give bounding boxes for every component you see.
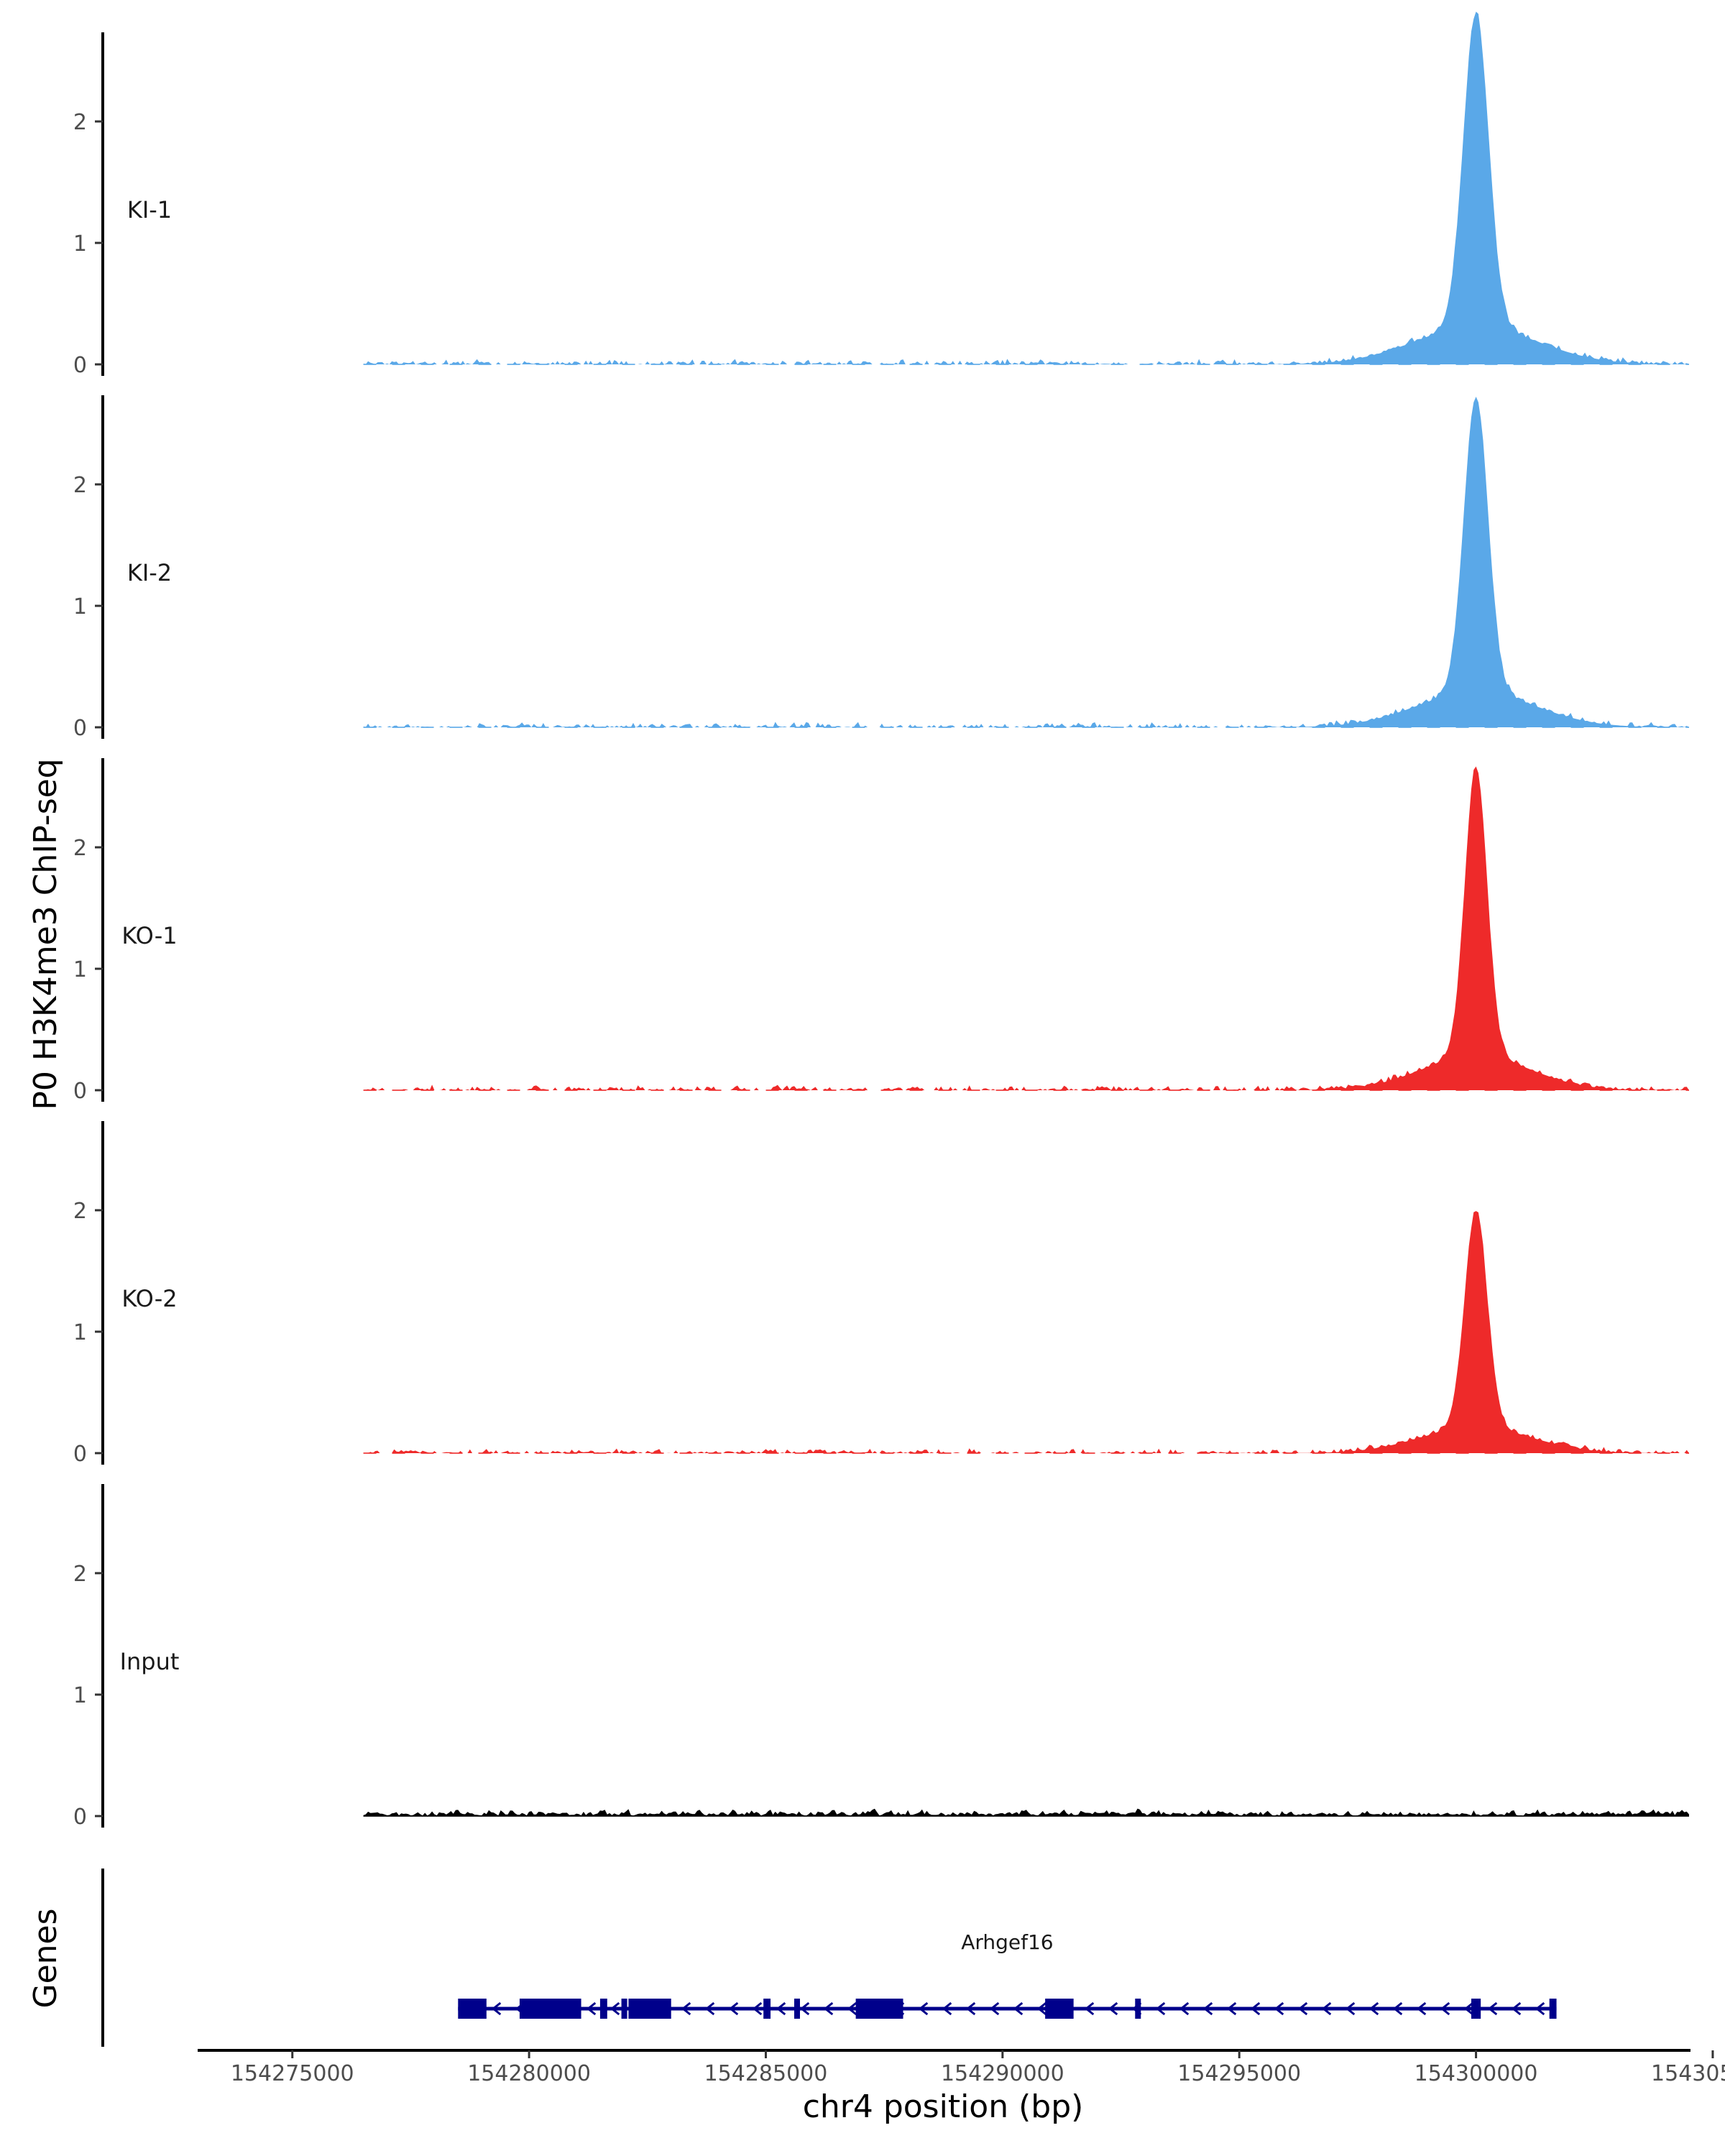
strand-arrow bbox=[799, 2001, 810, 2016]
y-tick-label: 0 bbox=[73, 353, 87, 378]
x-tick-label: 154280000 bbox=[467, 2061, 591, 2086]
strand-arrow bbox=[1013, 2001, 1024, 2016]
signal-area-ko-2 bbox=[363, 1211, 1690, 1453]
strand-arrow bbox=[1297, 2001, 1308, 2016]
strand-arrow bbox=[1036, 2001, 1047, 2016]
track-panel-ko-1: 0 1 2 KO-1 bbox=[73, 758, 1690, 1104]
gene-exon bbox=[519, 1999, 581, 2019]
y-tick-label: 2 bbox=[73, 1562, 87, 1587]
gene-exon bbox=[855, 1999, 903, 2019]
track-label: KO-2 bbox=[121, 1285, 177, 1312]
strand-arrow bbox=[1155, 2001, 1166, 2016]
strand-arrow bbox=[728, 2001, 739, 2016]
tracks-layer: 0 1 2 KI-1 0 1 2 KI-2 0 1 2 KO-1 0 1 2 KO-2 0 1 2 Input bbox=[73, 11, 1690, 1830]
strand-arrow bbox=[1392, 2001, 1403, 2016]
strand-arrow bbox=[1368, 2001, 1379, 2016]
signal-area-ki-2 bbox=[363, 397, 1690, 727]
strand-arrow bbox=[1487, 2001, 1498, 2016]
track-label: Input bbox=[120, 1648, 180, 1675]
gene-exon bbox=[794, 1999, 800, 2019]
gene-exon bbox=[1471, 1999, 1481, 2019]
gene-exon bbox=[621, 1999, 627, 2019]
strand-arrow bbox=[989, 2001, 1000, 2016]
gene-exon bbox=[1045, 1999, 1074, 2019]
gene-exon bbox=[1135, 1999, 1141, 2019]
strand-arrow bbox=[1202, 2001, 1213, 2016]
signal-area-ki-1 bbox=[363, 11, 1690, 364]
strand-arrow bbox=[681, 2001, 691, 2016]
y-tick-label: 1 bbox=[73, 957, 87, 982]
y-tick-label: 1 bbox=[73, 1320, 87, 1345]
strand-arrow bbox=[965, 2001, 976, 2016]
gene-exon bbox=[763, 1999, 771, 2019]
gene-exon bbox=[1549, 1999, 1557, 2019]
strand-arrow bbox=[1416, 2001, 1427, 2016]
strand-arrow bbox=[1463, 2001, 1474, 2016]
y-tick-label: 0 bbox=[73, 1442, 87, 1467]
gene-name-label: Arhgef16 bbox=[961, 1930, 1053, 1954]
strand-arrow bbox=[1511, 2001, 1522, 2016]
track-panel-input: 0 1 2 Input bbox=[73, 1484, 1690, 1830]
strand-arrow bbox=[918, 2001, 929, 2016]
strand-arrow bbox=[823, 2001, 834, 2016]
genes-panel: Arhgef16 bbox=[101, 1869, 1557, 2047]
x-axis-title: chr4 position (bp) bbox=[803, 2088, 1084, 2125]
genes-panel-title: Genes bbox=[27, 1908, 64, 2008]
strand-arrow bbox=[610, 2001, 620, 2016]
y-tick-label: 0 bbox=[73, 1079, 87, 1104]
y-axis-title: P0 H3K4me3 ChIP-seq bbox=[27, 758, 64, 1110]
signal-area-input bbox=[363, 1808, 1690, 1816]
y-tick-label: 2 bbox=[73, 836, 87, 861]
x-tick-label: 154295000 bbox=[1177, 2061, 1301, 2086]
strand-arrow bbox=[942, 2001, 952, 2016]
x-tick-label: 154275000 bbox=[231, 2061, 354, 2086]
strand-arrow bbox=[1108, 2001, 1118, 2016]
y-tick-label: 0 bbox=[73, 716, 87, 741]
y-tick-label: 2 bbox=[73, 1199, 87, 1224]
gene-exon bbox=[628, 1999, 671, 2019]
strand-arrow bbox=[752, 2001, 763, 2016]
gene-model-arhgef16: Arhgef16 bbox=[458, 1930, 1557, 2019]
strand-arrow bbox=[1440, 2001, 1450, 2016]
x-tick-label: 154305000 bbox=[1651, 2061, 1725, 2086]
strand-arrow bbox=[1535, 2001, 1545, 2016]
strand-arrow bbox=[776, 2001, 786, 2016]
strand-arrow bbox=[491, 2001, 502, 2016]
signal-area-ko-1 bbox=[363, 766, 1690, 1090]
track-panel-ki-2: 0 1 2 KI-2 bbox=[73, 395, 1690, 741]
y-tick-label: 1 bbox=[73, 231, 87, 257]
track-panel-ko-2: 0 1 2 KO-2 bbox=[73, 1121, 1690, 1467]
strand-arrow bbox=[586, 2001, 597, 2016]
strand-arrow bbox=[1179, 2001, 1190, 2016]
x-tick-label: 154285000 bbox=[704, 2061, 828, 2086]
strand-arrow bbox=[847, 2001, 857, 2016]
y-tick-label: 2 bbox=[73, 473, 87, 498]
x-axis: 154275000 154280000 154285000 154290000 1542… bbox=[198, 2049, 1725, 2086]
gene-exon bbox=[458, 1999, 487, 2019]
x-tick-label: 154290000 bbox=[941, 2061, 1064, 2086]
y-tick-label: 0 bbox=[73, 1805, 87, 1830]
y-tick-label: 1 bbox=[73, 594, 87, 619]
strand-arrow bbox=[704, 2001, 715, 2016]
strand-arrow bbox=[1321, 2001, 1332, 2016]
gene-exon bbox=[599, 1999, 607, 2019]
track-label: KI-2 bbox=[127, 559, 172, 586]
x-tick-label: 154300000 bbox=[1414, 2061, 1538, 2086]
strand-arrow bbox=[1250, 2001, 1261, 2016]
strand-arrow bbox=[1226, 2001, 1237, 2016]
track-label: KO-1 bbox=[121, 922, 177, 949]
y-tick-label: 1 bbox=[73, 1683, 87, 1708]
track-label: KI-1 bbox=[127, 196, 172, 224]
strand-arrow bbox=[1084, 2001, 1095, 2016]
strand-arrow bbox=[1345, 2001, 1356, 2016]
y-tick-label: 2 bbox=[73, 110, 87, 135]
track-panel-ki-1: 0 1 2 KI-1 bbox=[73, 11, 1690, 378]
strand-arrow bbox=[1274, 2001, 1284, 2016]
